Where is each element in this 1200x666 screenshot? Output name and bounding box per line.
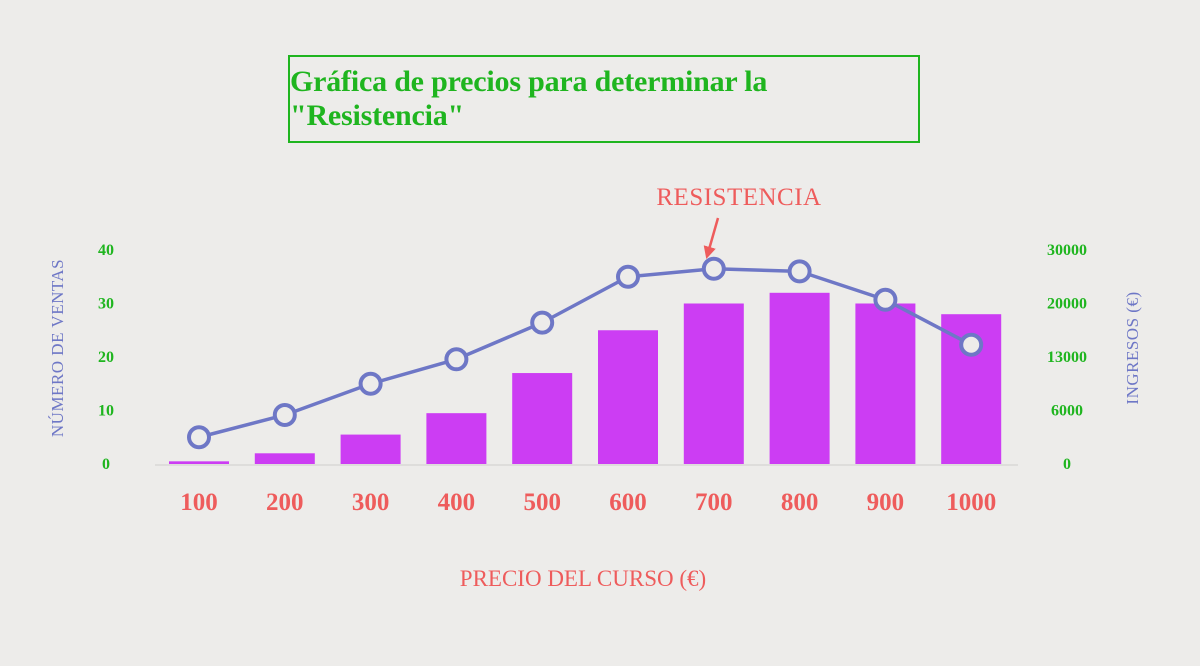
revenue-line [198, 266, 973, 439]
sales-bar [426, 413, 487, 464]
y-axis-right-label: INGRESOS (€) [1123, 291, 1142, 404]
right-tick-label: 20000 [1047, 296, 1087, 313]
revenue-point [187, 425, 211, 450]
revenue-point [272, 402, 297, 427]
chart-title: Gráfica de precios para determinar la "R… [290, 65, 768, 132]
chart-title-box: Gráfica de precios para determinar la "R… [288, 55, 920, 143]
revenue-point [873, 287, 898, 312]
left-tick-label: 40 [98, 242, 114, 259]
revenue-point [959, 332, 984, 357]
sales-bar [598, 330, 658, 464]
x-tick-label: 900 [867, 489, 905, 516]
x-axis-label: PRECIO DEL CURSO (€) [460, 566, 706, 591]
right-tick-label: 30000 [1047, 242, 1087, 259]
y-axis-left-label: NÚMERO DE VENTAS [48, 259, 67, 437]
x-tick-label: 700 [695, 489, 733, 516]
revenue-point [530, 310, 555, 335]
sales-bar [769, 292, 830, 464]
x-axis-ticks: 100 200 300 400 500 600 700 800 900 1000 [180, 489, 996, 516]
x-tick-label: 200 [266, 489, 304, 516]
left-axis-ticks: 0 10 20 30 40 [98, 242, 114, 473]
left-tick-label: 10 [98, 403, 114, 420]
resistance-arrow [703, 217, 720, 260]
sales-bar [340, 434, 401, 464]
x-tick-label: 500 [523, 489, 561, 516]
left-tick-label: 30 [98, 296, 114, 313]
x-tick-label: 600 [609, 489, 647, 516]
revenue-point [444, 347, 469, 372]
x-tick-label: 300 [352, 489, 390, 516]
line-series [187, 256, 984, 450]
x-tick-label: 400 [438, 489, 476, 516]
left-tick-label: 0 [102, 456, 110, 473]
sales-bar [855, 303, 916, 464]
sales-bar [169, 461, 229, 464]
right-tick-label: 0 [1063, 456, 1071, 473]
revenue-point [701, 256, 726, 281]
sales-bar [512, 373, 573, 464]
bar-series [169, 292, 1002, 464]
x-tick-label: 100 [180, 489, 218, 516]
right-axis-ticks: 0 6000 13000 20000 30000 [1047, 242, 1087, 473]
revenue-point [358, 371, 383, 396]
right-tick-label: 13000 [1047, 349, 1087, 366]
sales-bar [683, 303, 744, 464]
sales-bar [254, 453, 315, 464]
x-tick-label: 800 [781, 489, 819, 516]
revenue-point [616, 264, 640, 289]
revenue-point [787, 259, 812, 284]
x-tick-label: 1000 [946, 489, 996, 516]
resistance-annotation: RESISTENCIA [656, 184, 821, 211]
right-tick-label: 6000 [1051, 403, 1083, 420]
left-tick-label: 20 [98, 349, 114, 366]
